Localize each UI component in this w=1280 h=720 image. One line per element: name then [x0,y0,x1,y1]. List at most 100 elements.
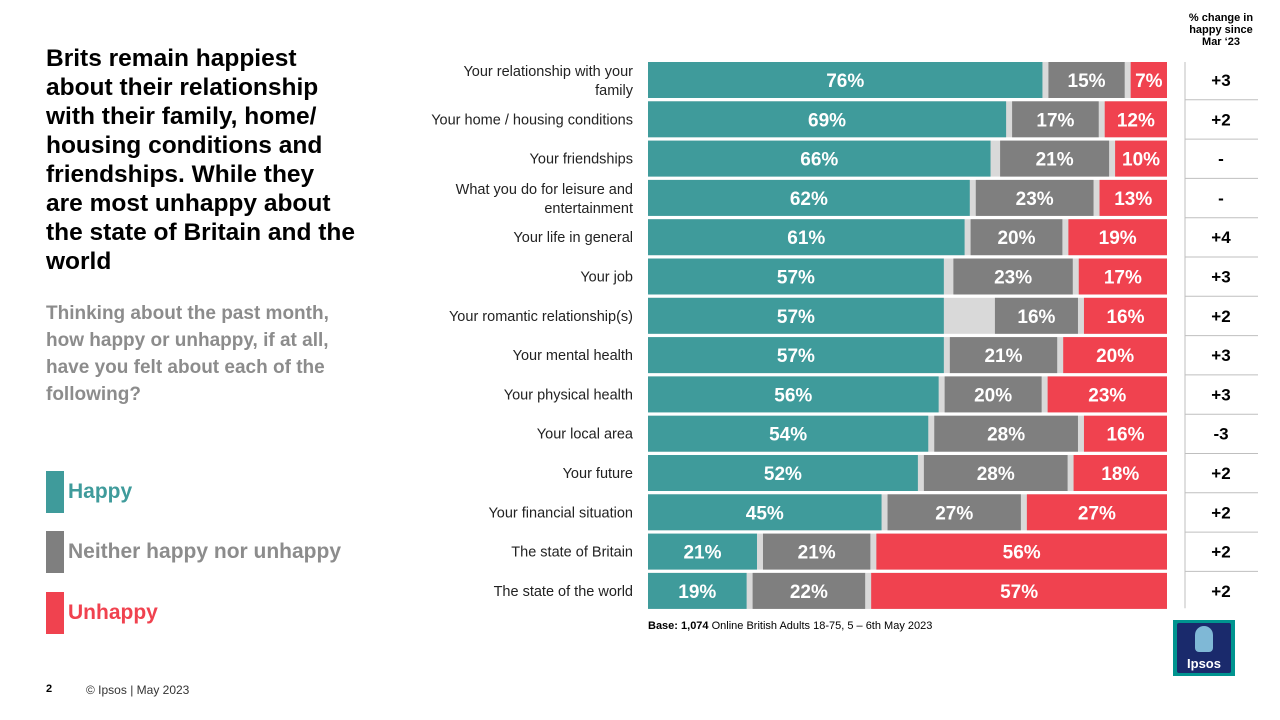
category-label: The state of Britain [511,545,633,561]
bar-happy [648,258,944,295]
bar-happy [648,455,918,491]
data-label-happy: 21% [683,543,721,564]
question-subtitle: Thinking about the past month, how happy… [46,303,329,405]
legend-unhappy: Unhappy [46,592,158,634]
bar-unhappy [871,572,1167,609]
bar-happy [648,572,747,609]
data-label-unhappy: 56% [1003,543,1041,564]
bar-neither [975,179,1094,216]
change-value: +2 [1211,582,1230,601]
data-label-unhappy: 17% [1104,268,1142,289]
legend-neither-label: Neither happy nor unhappy [68,540,342,563]
change-value: - [1218,150,1224,169]
data-label-unhappy: 18% [1101,464,1139,485]
ipsos-logo: Ipsos [1173,620,1235,676]
category-label: Your life in general [513,230,633,246]
bar-neither [944,376,1042,413]
data-label-happy: 19% [678,582,716,603]
data-label-neither: 23% [994,268,1032,289]
bar-neither [953,258,1073,295]
data-label-happy: 57% [777,307,815,328]
change-value: +2 [1211,307,1230,326]
logo-text: Ipsos [1187,656,1221,671]
data-label-unhappy: 57% [1000,582,1038,603]
change-column-header: % change in happy since Mar ‘23 [1188,12,1254,48]
data-label-happy: 52% [764,464,802,485]
bar-happy [648,140,991,177]
bar-happy [648,494,882,531]
category-label: Your job [580,270,633,286]
bar-unhappy [1026,494,1167,531]
data-label-neither: 28% [987,425,1025,446]
data-label-happy: 76% [826,71,864,92]
bar-happy [648,179,970,216]
data-label-neither: 23% [1016,189,1054,210]
data-label-happy: 54% [769,425,807,446]
category-label: Your physical health [504,387,633,403]
bar-unhappy [1115,140,1167,177]
bar-unhappy [1104,101,1167,138]
base-note-text: Online British Adults 18-75, 5 – 6th May… [708,620,933,632]
base-note-label: Base: 1,074 [648,620,709,632]
bar-neither [887,494,1021,531]
data-label-happy: 66% [800,150,838,171]
bar-happy [648,337,944,374]
data-label-unhappy: 10% [1122,150,1160,171]
data-label-happy: 45% [746,503,784,524]
bar-neither [752,572,866,609]
bar-unhappy [1047,376,1167,413]
bar-neither [923,455,1068,491]
category-label: Your friendships [530,152,633,168]
change-value: +2 [1211,464,1230,483]
bar-unhappy [1073,455,1167,491]
bar-happy [648,62,1043,98]
change-value: - [1218,189,1224,208]
data-label-neither: 27% [935,503,973,524]
legend-unhappy-label: Unhappy [68,601,158,624]
data-label-happy: 62% [790,189,828,210]
legend-neither: Neither happy nor unhappy [46,531,341,573]
category-label: Your financial situation [488,505,633,521]
bar-unhappy [1130,62,1167,98]
bar-happy [648,533,757,570]
change-value: +3 [1211,346,1230,365]
data-label-neither: 22% [790,582,828,603]
bar-happy [648,415,929,452]
change-value: +4 [1211,228,1231,247]
data-label-unhappy: 19% [1099,228,1137,249]
data-label-neither: 15% [1068,71,1106,92]
category-label: Your romantic relationship(s) [449,309,633,325]
data-label-neither: 21% [798,543,836,564]
bar-unhappy [1068,219,1167,256]
category-label: Your local area [537,427,634,443]
change-value: +2 [1211,503,1230,522]
data-label-neither: 20% [974,385,1012,406]
logo-head-icon [1195,626,1213,652]
bar-neither [1012,101,1099,138]
bar-unhappy [876,533,1167,570]
bar-unhappy [1099,179,1167,216]
legend-happy-label: Happy [68,480,133,503]
change-value: +3 [1211,385,1230,404]
bar-neither [934,415,1078,452]
data-label-unhappy: 16% [1106,307,1144,328]
data-label-neither: 21% [1036,150,1074,171]
bar-happy [648,219,965,256]
page-title: Brits remain happiest about their relati… [46,45,356,275]
data-label-neither: 17% [1036,110,1074,131]
bar-happy [648,101,1007,138]
data-label-unhappy: 7% [1135,71,1163,92]
bar-neither [762,533,871,570]
data-label-neither: 16% [1017,307,1055,328]
data-label-happy: 56% [774,385,812,406]
bar-neither [1048,62,1125,98]
category-label: The state of the world [494,584,633,600]
bar-unhappy [1083,415,1167,452]
change-value: +3 [1211,268,1230,287]
copyright: © Ipsos | May 2023 [86,683,190,697]
bar-happy [648,297,944,334]
data-label-happy: 57% [777,268,815,289]
category-label: Your mental health [513,348,633,364]
page-number: 2 [46,683,53,695]
